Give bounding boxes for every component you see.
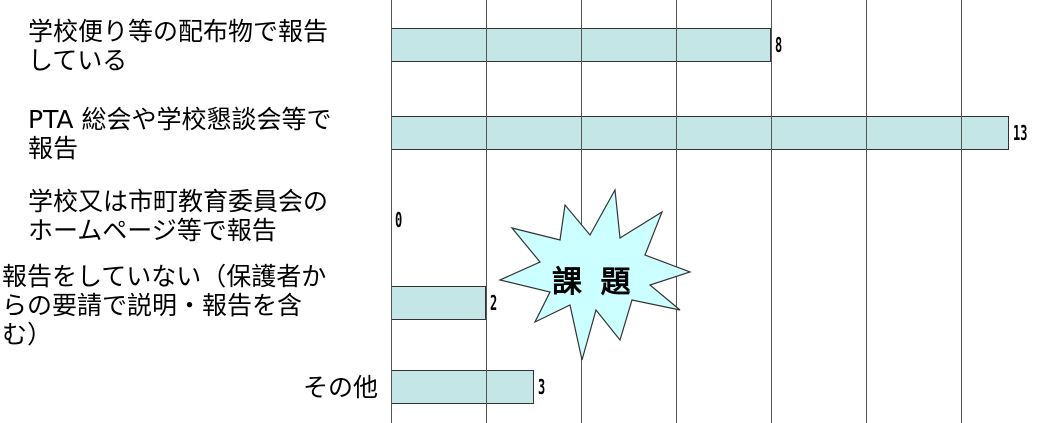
category-label: 学校便り等の配布物で報告 している xyxy=(28,17,329,75)
category-label: PTA 総会や学校懇談会等で 報告 xyxy=(28,105,332,163)
grid-line xyxy=(866,0,868,423)
grid-line xyxy=(391,0,392,423)
bar xyxy=(391,286,487,320)
grid-line xyxy=(581,0,583,423)
category-label: 学校又は市町教育委員会の ホームページ等で報告 xyxy=(28,187,329,245)
value-label: 0 xyxy=(395,208,403,232)
grid-line xyxy=(961,0,963,423)
bar xyxy=(391,116,1009,150)
category-label: その他 xyxy=(302,373,378,402)
value-label: 8 xyxy=(775,33,783,57)
value-label: 13 xyxy=(1012,121,1028,145)
annotation: 課 題 xyxy=(552,265,635,300)
value-label: 2 xyxy=(490,291,498,315)
category-label: 報告をしていない（保護者か らの要請で説明・報告を含 む） xyxy=(2,262,327,349)
grid-line xyxy=(676,0,678,423)
grid-line xyxy=(486,0,488,423)
value-label: 3 xyxy=(537,375,545,399)
starburst-shape xyxy=(498,188,692,361)
grid-line xyxy=(771,0,773,423)
